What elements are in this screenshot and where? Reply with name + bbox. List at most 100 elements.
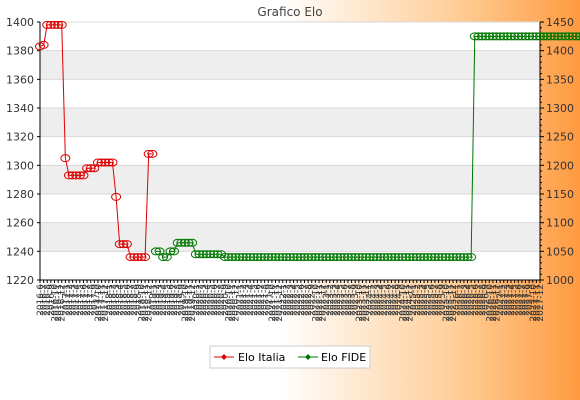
x-tick-label: 2018-11 <box>141 284 151 322</box>
data-point <box>49 20 60 29</box>
data-point <box>234 253 245 262</box>
data-point <box>520 32 531 41</box>
x-tick-label: 2023-9 <box>351 284 361 316</box>
data-point <box>506 32 517 41</box>
x-tick-label: 2017-9 <box>90 284 100 316</box>
data-point <box>223 253 234 262</box>
x-tick-label: 2027-11 <box>532 284 542 322</box>
x-tick-label: 2020-6 <box>210 284 220 316</box>
x-tick-label: 2026-2 <box>456 284 466 316</box>
x-tick-label: 2017-4 <box>72 284 82 316</box>
data-point <box>67 171 78 180</box>
x-tick-label: 2027-2 <box>500 284 510 316</box>
x-tick-label: 2022-4 <box>290 284 300 316</box>
x-tick-label: 2023-5 <box>337 284 347 316</box>
data-point <box>509 32 520 41</box>
x-tick-label: 2024-7 <box>387 284 397 316</box>
x-tick-label: 2026-1 <box>453 284 463 316</box>
data-point <box>176 238 187 247</box>
data-point <box>147 149 158 158</box>
x-tick-label: 2016-8 <box>43 284 53 316</box>
legend-label-elo-italia: Elo Italia <box>238 351 285 364</box>
x-tick-label: 2024-6 <box>384 284 394 316</box>
x-tick-label: 2026-5 <box>467 284 477 316</box>
x-tick-label: 2026-12 <box>493 284 503 322</box>
data-point <box>295 253 306 262</box>
x-tick-label: 2026-6 <box>471 284 481 316</box>
data-point <box>121 240 132 249</box>
x-tick-label: 2021-9 <box>264 284 274 316</box>
x-tick-label: 2021-11 <box>272 284 282 322</box>
data-point <box>45 20 56 29</box>
right-tick-label: 1150 <box>546 188 574 201</box>
x-tick-label: 2020-7 <box>214 284 224 316</box>
data-point <box>136 253 147 262</box>
data-point <box>444 253 455 262</box>
data-point <box>169 247 180 256</box>
x-tick-label: 2023-11 <box>358 284 368 322</box>
left-axis-ticks: 1220 1240 1260 1280 1300 1320 1340 1360 1380 1400 <box>6 16 40 287</box>
data-point <box>219 253 230 262</box>
x-tick-label: 2020-5 <box>206 284 216 316</box>
data-point <box>150 247 161 256</box>
x-tick-label: 2022-3 <box>286 284 296 316</box>
x-tick-label: 2021-12 <box>275 284 285 322</box>
data-point <box>393 253 404 262</box>
x-tick-label: 2025-8 <box>435 284 445 316</box>
x-tick-label: 2024-12 <box>406 284 416 322</box>
data-point <box>353 253 364 262</box>
data-point <box>535 32 545 41</box>
x-tick-label: 2022-10 <box>311 284 321 322</box>
grid-band <box>40 50 540 80</box>
data-point <box>118 240 129 249</box>
x-axis-ticks: 2016-62016-72016-82016-92016-102016-1120… <box>36 280 546 322</box>
x-tick-label: 2018-7 <box>127 284 137 316</box>
left-tick-label: 1320 <box>6 131 34 144</box>
data-point <box>125 253 136 262</box>
right-tick-label: 1100 <box>546 217 574 230</box>
x-tick-label: 2027-8 <box>522 284 532 316</box>
x-tick-label: 2020-10 <box>224 284 234 322</box>
data-point <box>339 253 350 262</box>
data-point <box>495 32 506 41</box>
left-tick-label: 1240 <box>6 245 34 258</box>
data-point <box>317 253 328 262</box>
x-tick-label: 2020-12 <box>232 284 242 322</box>
legend-marker-elo-fide <box>305 354 311 360</box>
data-point <box>491 32 502 41</box>
data-point <box>571 32 580 41</box>
x-tick-label: 2022-12 <box>319 284 329 322</box>
data-point <box>198 250 209 259</box>
x-tick-label: 2016-11 <box>54 284 64 322</box>
data-point <box>100 158 111 167</box>
data-point <box>63 171 74 180</box>
x-tick-label: 2018-3 <box>112 284 122 316</box>
x-tick-label: 2021-8 <box>261 284 271 316</box>
data-point <box>426 253 437 262</box>
series-elo-italia <box>35 20 158 262</box>
x-tick-label: 2022-9 <box>308 284 318 316</box>
series-layer <box>35 20 580 262</box>
data-point <box>82 164 93 173</box>
grid-band <box>40 108 540 137</box>
x-tick-label: 2025-1 <box>409 284 419 316</box>
data-point <box>328 253 339 262</box>
series-line <box>155 35 580 258</box>
data-point <box>103 158 114 167</box>
x-tick-label: 2027-3 <box>503 284 513 316</box>
data-point <box>332 253 343 262</box>
x-tick-label: 2025-11 <box>445 284 455 322</box>
data-point <box>259 253 270 262</box>
data-point <box>143 149 154 158</box>
data-point <box>78 171 89 180</box>
series-elo-fide <box>150 32 580 262</box>
data-point <box>187 238 198 247</box>
left-tick-label: 1340 <box>6 102 34 115</box>
legend-label-elo-fide: Elo FIDE <box>321 351 366 364</box>
x-tick-label: 2021-7 <box>257 284 267 316</box>
data-point <box>397 253 408 262</box>
data-point <box>549 32 560 41</box>
x-tick-label: 2016-7 <box>40 284 50 316</box>
x-tick-label: 2017-11 <box>98 284 108 322</box>
